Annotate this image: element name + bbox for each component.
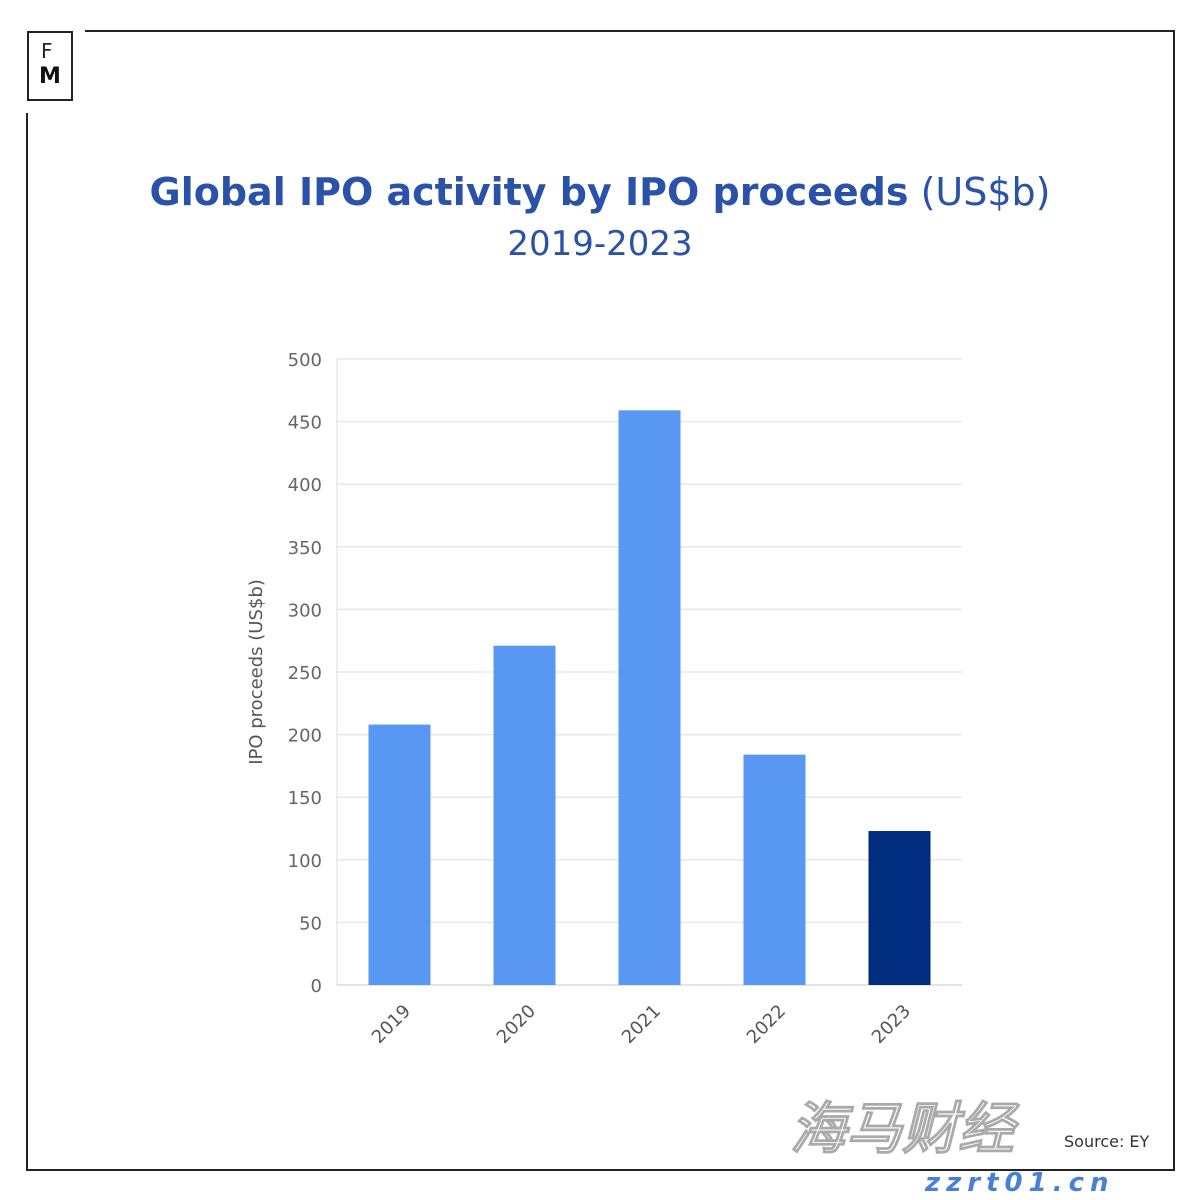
bar-2022: [743, 754, 806, 985]
logo-f: F: [41, 39, 53, 63]
y-tick-label: 350: [288, 538, 322, 559]
y-tick-label: 150: [288, 788, 322, 809]
x-tick-label: 2019: [368, 1001, 415, 1048]
y-tick-label: 500: [288, 350, 322, 371]
logo-m: M: [39, 64, 61, 89]
y-tick-label: 0: [311, 976, 322, 997]
bar-2021: [618, 410, 681, 985]
y-tick-label: 300: [288, 600, 322, 621]
y-tick-label: 250: [288, 663, 322, 684]
title-bold: Global IPO activity by IPO proceeds: [149, 170, 909, 214]
watermark: 海马财经: [790, 1097, 1015, 1162]
x-tick-label: 2020: [493, 1001, 540, 1048]
y-tick-label: 100: [288, 851, 322, 872]
bar-2019: [368, 724, 431, 985]
y-axis-title: IPO proceeds (US$b): [246, 579, 267, 765]
bar-2020: [493, 645, 556, 985]
y-tick-label: 400: [288, 475, 322, 496]
y-tick-label: 200: [288, 726, 322, 747]
x-tick-label: 2023: [868, 1001, 915, 1048]
y-tick-label: 50: [299, 913, 322, 934]
bar-2023: [868, 831, 931, 985]
chart-subtitle: 2019-2023: [507, 224, 693, 264]
title-unit: (US$b): [920, 170, 1051, 214]
source-note: Source: EY: [1064, 1132, 1150, 1151]
fm-logo: F M: [27, 31, 73, 101]
x-tick-label: 2021: [618, 1001, 665, 1048]
frame-left: [26, 113, 28, 1171]
x-tick-label: 2022: [743, 1001, 790, 1048]
y-tick-label: 450: [288, 413, 322, 434]
frame-bottom: [27, 1169, 1175, 1171]
chart-title: Global IPO activity by IPO proceeds (US$…: [0, 170, 1200, 214]
frame-right: [1173, 30, 1175, 1171]
watermark-url: zzrt01.cn: [925, 1168, 1115, 1198]
frame-top: [85, 30, 1175, 32]
